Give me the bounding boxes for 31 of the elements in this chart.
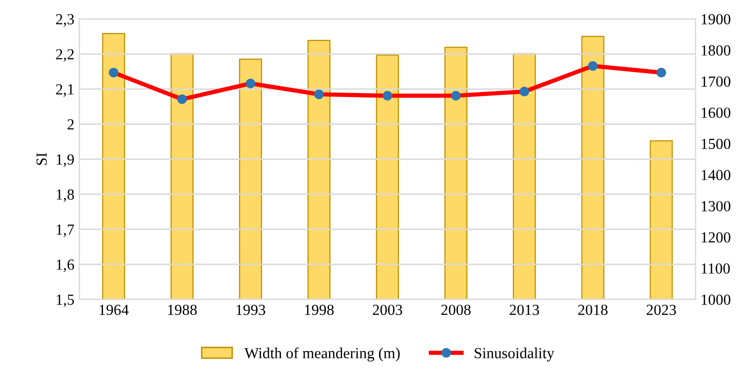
x-tick-label: 2013 bbox=[510, 304, 540, 316]
y2-tick-label: 1700 bbox=[702, 76, 730, 87]
y-tick-label: 1,5 bbox=[56, 294, 74, 308]
x-tick-label: 2003 bbox=[372, 304, 402, 316]
x-tick-label: 2023 bbox=[646, 304, 676, 316]
y-tick-label: 1,7 bbox=[56, 224, 74, 237]
y2-tick-label: 1100 bbox=[702, 263, 730, 274]
x-tick-label: 2018 bbox=[578, 304, 608, 316]
legend-label: Sinusoidality bbox=[474, 348, 554, 362]
y-tick-label: 2,1 bbox=[56, 84, 74, 97]
y-tick-label: 2,3 bbox=[56, 14, 74, 27]
y-tick-label: 2 bbox=[68, 119, 74, 130]
y2-tick-label: 1900 bbox=[702, 14, 730, 24]
y-tick-label: 1,6 bbox=[56, 260, 74, 272]
y2-tick-label: 1800 bbox=[702, 45, 730, 56]
x-tick-label: 1988 bbox=[168, 304, 197, 316]
x-tick-label: 1998 bbox=[305, 304, 334, 316]
y-tick-label: 2,2 bbox=[56, 49, 74, 62]
y2-tick-label: 1500 bbox=[702, 138, 730, 150]
y2-tick-label: 1600 bbox=[702, 108, 730, 118]
y2-tick-label: 1000 bbox=[702, 294, 730, 305]
x-tick-label: 2008 bbox=[441, 304, 471, 316]
y2-tick-label: 1300 bbox=[702, 201, 730, 212]
x-tick-label: 1993 bbox=[236, 304, 266, 316]
y2-tick-label: 1400 bbox=[702, 170, 730, 180]
y-tick-label: 1,9 bbox=[56, 154, 74, 167]
x-tick-label: 1964 bbox=[100, 304, 129, 316]
legend-label: Width of meandering (m) bbox=[244, 347, 400, 362]
y2-tick-label: 1200 bbox=[702, 232, 730, 243]
y-axis-title: SI bbox=[36, 152, 47, 165]
y-tick-label: 1,8 bbox=[56, 189, 74, 202]
